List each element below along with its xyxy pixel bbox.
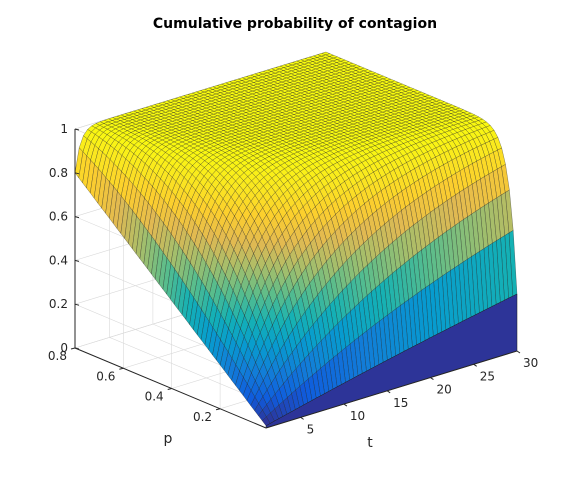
z-tick-label: 0.4 <box>49 253 68 267</box>
y-tick-mark <box>70 347 76 350</box>
x-tick-mark <box>300 416 304 420</box>
y-tick-label: 0.6 <box>96 369 115 383</box>
x-tick-label: 20 <box>436 383 451 397</box>
y-axis-line <box>74 347 267 429</box>
z-tick-mark <box>74 216 80 219</box>
z-tick-label: 1 <box>60 122 68 136</box>
z-tick-mark <box>74 172 80 175</box>
surface-plot <box>74 51 518 429</box>
x-tick-mark <box>430 377 434 380</box>
y-tick-label: 0.4 <box>145 390 164 404</box>
x-tick-mark <box>386 390 391 394</box>
surface-front-edge <box>265 293 518 429</box>
z-tick-label: 0.6 <box>49 210 68 224</box>
x-axis-label: t <box>367 435 373 451</box>
x-tick-mark <box>343 403 348 407</box>
y-axis-label: p <box>164 431 173 447</box>
x-tick-mark <box>516 350 521 354</box>
y-tick-mark <box>167 388 172 390</box>
y-tick-mark <box>119 367 124 370</box>
y-tick-mark <box>215 408 221 411</box>
z-tick-mark <box>74 128 80 131</box>
x-tick-mark <box>473 363 478 367</box>
x-tick-label: 10 <box>350 409 365 423</box>
x-axis-line <box>265 350 518 429</box>
x-tick-label: 30 <box>523 356 538 370</box>
z-tick-label: 0 <box>60 341 68 355</box>
z-tick-label: 0.2 <box>49 297 68 311</box>
z-tick-mark <box>74 347 80 350</box>
y-tick-label: 0.8 <box>48 349 67 363</box>
z-tick-mark <box>74 303 80 306</box>
x-tick-label: 25 <box>480 369 495 383</box>
y-tick-label: 0.2 <box>193 410 212 424</box>
z-tick-label: 0.8 <box>49 166 68 180</box>
x-tick-label: 5 <box>307 422 315 436</box>
chart-title: Cumulative probability of contagion <box>153 16 437 32</box>
z-tick-mark <box>74 259 80 262</box>
x-tick-label: 15 <box>393 396 408 410</box>
